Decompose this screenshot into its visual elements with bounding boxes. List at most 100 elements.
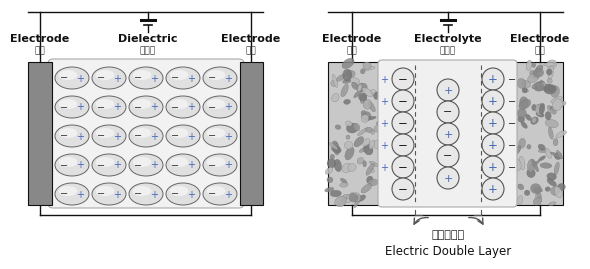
Ellipse shape xyxy=(525,114,532,121)
Ellipse shape xyxy=(556,101,566,107)
Ellipse shape xyxy=(545,187,550,191)
Ellipse shape xyxy=(335,125,341,129)
Text: +: + xyxy=(113,102,121,112)
Ellipse shape xyxy=(541,84,555,92)
Text: +: + xyxy=(224,73,232,83)
Text: 電極: 電極 xyxy=(35,46,45,55)
Ellipse shape xyxy=(346,135,350,139)
Text: −: − xyxy=(171,132,179,141)
Ellipse shape xyxy=(535,65,543,72)
Ellipse shape xyxy=(369,161,379,167)
Text: −: − xyxy=(398,117,408,130)
Text: −: − xyxy=(508,141,516,151)
Ellipse shape xyxy=(550,152,562,158)
Ellipse shape xyxy=(482,178,504,200)
Ellipse shape xyxy=(537,104,544,110)
Ellipse shape xyxy=(96,128,114,138)
Text: +: + xyxy=(488,117,498,130)
Ellipse shape xyxy=(55,67,89,89)
Ellipse shape xyxy=(92,154,126,176)
Ellipse shape xyxy=(345,141,353,149)
Ellipse shape xyxy=(359,93,367,101)
Text: +: + xyxy=(187,73,195,83)
Ellipse shape xyxy=(437,101,459,123)
Ellipse shape xyxy=(349,193,358,202)
Ellipse shape xyxy=(96,70,114,80)
Ellipse shape xyxy=(530,70,539,79)
Ellipse shape xyxy=(533,69,543,77)
Ellipse shape xyxy=(365,127,373,133)
Text: −: − xyxy=(97,161,105,171)
Ellipse shape xyxy=(206,99,225,109)
Ellipse shape xyxy=(437,167,459,189)
Text: +: + xyxy=(187,189,195,200)
Text: 電極: 電極 xyxy=(535,46,545,55)
Ellipse shape xyxy=(543,63,555,66)
Ellipse shape xyxy=(129,67,163,89)
Text: −: − xyxy=(508,163,516,173)
Text: +: + xyxy=(380,119,388,129)
Text: −: − xyxy=(508,75,516,85)
Ellipse shape xyxy=(358,195,366,201)
Ellipse shape xyxy=(522,88,527,93)
Ellipse shape xyxy=(482,134,504,156)
Text: −: − xyxy=(398,95,408,108)
Ellipse shape xyxy=(368,179,378,186)
Ellipse shape xyxy=(361,184,372,193)
Text: +: + xyxy=(187,132,195,141)
Text: −: − xyxy=(60,102,68,112)
Ellipse shape xyxy=(533,197,542,205)
Ellipse shape xyxy=(365,116,376,120)
Ellipse shape xyxy=(358,84,362,92)
Ellipse shape xyxy=(203,67,237,89)
Ellipse shape xyxy=(545,111,551,120)
Ellipse shape xyxy=(324,187,334,192)
Ellipse shape xyxy=(363,139,370,146)
Ellipse shape xyxy=(549,127,553,139)
Text: +: + xyxy=(224,132,232,141)
Ellipse shape xyxy=(373,92,379,99)
Ellipse shape xyxy=(361,111,366,116)
Ellipse shape xyxy=(354,196,361,208)
Ellipse shape xyxy=(514,146,521,154)
Ellipse shape xyxy=(437,123,459,145)
FancyBboxPatch shape xyxy=(328,62,380,205)
Text: +: + xyxy=(150,102,158,112)
FancyBboxPatch shape xyxy=(48,59,244,208)
Ellipse shape xyxy=(544,84,556,94)
Ellipse shape xyxy=(437,145,459,167)
Ellipse shape xyxy=(525,190,530,196)
Ellipse shape xyxy=(519,99,531,109)
Text: −: − xyxy=(97,189,105,200)
Text: −: − xyxy=(398,73,408,86)
Ellipse shape xyxy=(346,121,352,126)
Ellipse shape xyxy=(349,77,360,83)
Text: Electrode: Electrode xyxy=(11,34,70,44)
Ellipse shape xyxy=(129,183,163,205)
Ellipse shape xyxy=(550,187,559,195)
Ellipse shape xyxy=(166,67,200,89)
Text: 電解液: 電解液 xyxy=(440,46,456,55)
Ellipse shape xyxy=(339,200,345,206)
Ellipse shape xyxy=(347,70,355,77)
Ellipse shape xyxy=(346,192,355,203)
Ellipse shape xyxy=(341,84,348,97)
Ellipse shape xyxy=(527,73,539,83)
Ellipse shape xyxy=(362,87,373,97)
Ellipse shape xyxy=(360,69,365,74)
Ellipse shape xyxy=(206,186,225,196)
Ellipse shape xyxy=(392,156,414,178)
Ellipse shape xyxy=(521,122,527,128)
Ellipse shape xyxy=(133,99,152,109)
Ellipse shape xyxy=(92,183,126,205)
Ellipse shape xyxy=(343,79,350,83)
Ellipse shape xyxy=(538,144,545,150)
Ellipse shape xyxy=(358,128,368,136)
Ellipse shape xyxy=(370,90,376,96)
Text: +: + xyxy=(488,73,498,86)
Ellipse shape xyxy=(529,161,540,168)
Ellipse shape xyxy=(362,112,371,121)
Ellipse shape xyxy=(92,67,126,89)
Ellipse shape xyxy=(55,183,89,205)
Text: +: + xyxy=(443,129,453,140)
